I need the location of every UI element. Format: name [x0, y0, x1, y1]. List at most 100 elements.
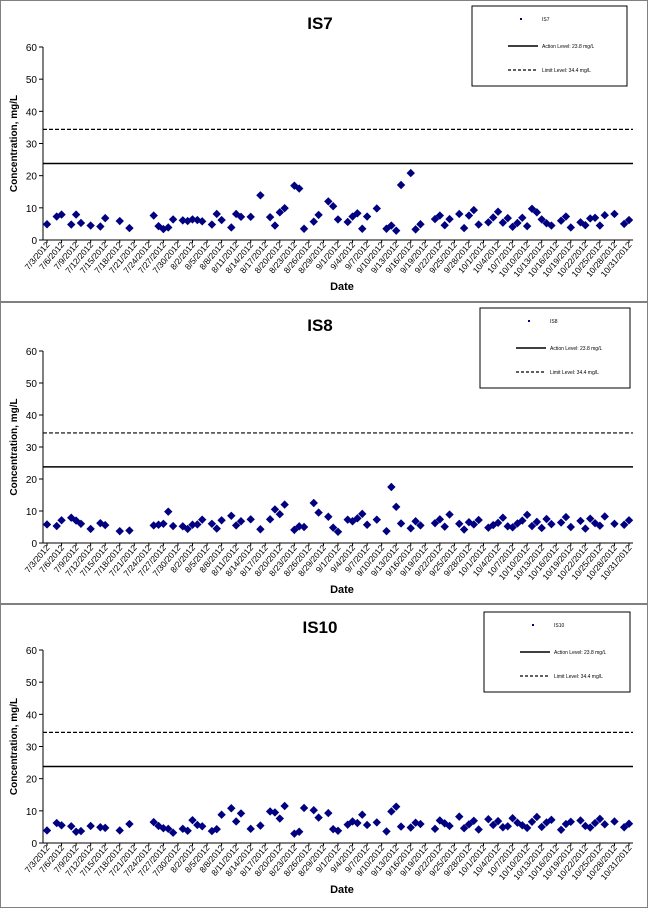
data-point — [42, 520, 52, 529]
data-point — [624, 516, 634, 525]
data-point — [464, 518, 474, 527]
data-point — [67, 513, 76, 522]
data-point — [149, 211, 158, 220]
data-point — [178, 216, 187, 225]
data-point — [299, 803, 309, 813]
data-point — [149, 521, 158, 530]
data-point — [256, 191, 265, 200]
data-point — [348, 817, 357, 826]
data-point — [207, 519, 217, 528]
data-point — [362, 212, 372, 221]
chart-title: IS8 — [307, 316, 333, 335]
data-point — [586, 514, 595, 523]
data-point — [96, 823, 105, 832]
data-point — [416, 819, 425, 829]
data-point — [67, 220, 76, 229]
data-point — [280, 500, 289, 509]
data-point — [246, 212, 255, 222]
data-point — [86, 524, 95, 534]
legend-entry-label: Action Level: 23.8 mg/L — [542, 44, 594, 50]
data-point — [101, 823, 110, 833]
legend: IS7 Action Level: 23.8 mg/L Limit Level: 3… — [471, 5, 628, 87]
data-point — [459, 223, 469, 233]
data-point — [547, 519, 556, 529]
data-point — [270, 505, 280, 514]
data-point — [362, 520, 372, 529]
data-point — [474, 825, 483, 834]
data-point — [231, 817, 241, 826]
data-point — [624, 215, 634, 225]
data-point — [236, 212, 246, 222]
data-point — [227, 223, 236, 232]
data-point — [396, 180, 406, 190]
data-point — [96, 518, 105, 528]
data-point — [212, 524, 221, 533]
data-point — [333, 527, 343, 536]
legend: IS10 Action Level: 23.8 mg/L Limit Level: … — [483, 611, 631, 693]
y-tick-label: 10 — [26, 807, 38, 818]
data-point — [561, 512, 571, 522]
legend-box — [483, 611, 631, 693]
y-tick-label: 40 — [26, 107, 38, 118]
data-point — [333, 215, 343, 224]
y-tick-label: 60 — [26, 347, 38, 358]
data-point — [556, 216, 566, 225]
data-point — [595, 221, 605, 230]
x-axis-label: Date — [330, 884, 354, 896]
y-tick-label: 20 — [26, 172, 38, 183]
data-point — [527, 817, 537, 826]
data-point — [115, 216, 124, 226]
chart-title: IS7 — [307, 14, 333, 33]
data-point — [76, 519, 86, 528]
data-point — [600, 820, 609, 829]
legend-marker — [520, 18, 522, 20]
data-point — [164, 507, 173, 516]
data-point — [333, 826, 343, 835]
y-tick-label: 10 — [26, 204, 38, 215]
data-point — [547, 221, 556, 230]
y-tick-label: 50 — [26, 75, 38, 86]
data-point — [566, 817, 575, 826]
data-point — [101, 213, 110, 223]
legend-entry-label: IS10 — [554, 623, 565, 629]
data-point — [67, 822, 76, 831]
data-point — [590, 213, 600, 223]
data-point — [556, 825, 566, 835]
data-point — [358, 224, 367, 233]
data-point — [387, 221, 396, 230]
data-point — [382, 827, 391, 836]
legend-box — [471, 5, 628, 87]
data-point — [532, 517, 542, 527]
data-point — [236, 809, 246, 818]
data-point — [416, 220, 425, 229]
data-point — [280, 203, 289, 213]
data-point — [265, 515, 275, 524]
data-point — [455, 519, 464, 528]
data-point — [358, 509, 367, 519]
data-point — [619, 219, 629, 229]
y-tick-label: 30 — [26, 443, 38, 454]
data-point — [212, 824, 221, 834]
data-point — [236, 517, 246, 526]
data-point — [537, 523, 546, 533]
data-point — [493, 816, 503, 826]
data-point — [125, 526, 134, 535]
data-point — [513, 218, 522, 228]
data-point — [270, 808, 280, 817]
data-point — [183, 826, 192, 835]
data-point — [459, 525, 469, 534]
data-point — [469, 205, 478, 215]
data-point — [193, 520, 202, 529]
data-point — [406, 823, 415, 832]
data-point — [217, 810, 226, 819]
data-point — [382, 526, 391, 536]
data-point — [416, 521, 425, 530]
legend-entry-label: Action Level: 23.8 mg/L — [554, 650, 606, 656]
data-point — [42, 826, 52, 835]
data-point — [619, 823, 629, 832]
data-point — [411, 517, 420, 526]
data-point — [484, 218, 493, 227]
data-point — [435, 211, 445, 220]
data-point — [198, 515, 207, 524]
